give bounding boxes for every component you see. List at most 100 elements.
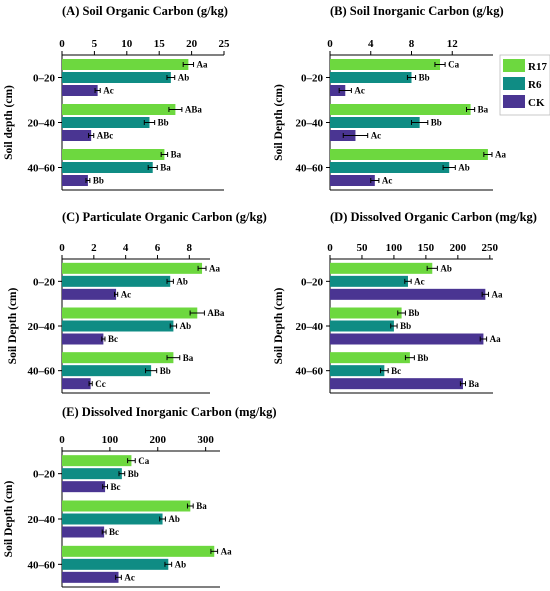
significance-label: Bb [419,73,430,83]
panel-d-category-label: 0–20 [301,276,324,288]
bar-c-r17-1 [62,262,203,274]
bar-a-r17-1 [62,59,189,70]
panel-a-xtick-label: 20 [186,38,198,50]
bar-e-r17-2 [62,500,191,512]
bar-d-r6-2 [330,320,394,332]
panel-c-y-axis-label: Soil Depth (cm) [7,288,19,365]
panel-c-title: (C) Particulate Organic Carbon (g/kg) [62,210,267,224]
bar-b-r17-3 [330,149,488,160]
bar-b-r6-1 [330,72,412,83]
significance-label: Aa [490,334,501,344]
significance-label: ABc [97,131,114,141]
significance-label: Ca [448,60,459,70]
significance-label: Aa [495,150,506,160]
panel-d-category-label: 20–40 [296,321,324,333]
significance-label: Ba [478,105,489,115]
legend-label-r17: R17 [528,61,547,73]
bar-d-ck-1 [330,288,486,300]
significance-label: Ab [168,514,180,524]
significance-label: Ab [440,264,452,274]
bar-e-ck-1 [62,481,106,493]
bar-e-ck-3 [62,571,119,583]
panel-e-category-label: 0–20 [33,469,56,481]
significance-label: Ac [382,176,393,186]
panel-c-category-label: 40–60 [28,366,56,378]
bar-a-r6-2 [62,117,150,128]
panel-d-xtick-label: 150 [418,242,435,254]
bar-c-r6-1 [62,275,171,287]
panel-c-xtick-label: 0 [59,242,65,254]
panel-d-xtick-label: 50 [356,242,368,254]
panel-c-xtick-label: 8 [187,242,193,254]
significance-label: Ca [138,456,149,466]
panel-a-xtick-label: 5 [92,38,98,50]
significance-label: Aa [197,60,208,70]
panel-e-xtick-label: 100 [102,434,119,446]
panel-a-xtick-label: 25 [219,38,231,50]
panel-b-category-label: 40–60 [296,163,324,175]
significance-label: Ac [354,86,365,96]
bar-e-r17-1 [62,455,132,467]
significance-label: ABa [185,105,203,115]
significance-label: Ac [371,131,382,141]
panel-d-xtick-label: 100 [386,242,403,254]
legend-label-ck: CK [528,97,545,109]
bar-c-ck-1 [62,288,117,300]
significance-label: Ac [414,277,425,287]
significance-label: Bb [408,308,419,318]
bar-d-ck-2 [330,333,484,345]
significance-label: Cc [95,379,106,389]
significance-label: Bb [431,118,442,128]
panel-e-xtick-label: 200 [150,434,167,446]
panel-d-xtick-label: 250 [482,242,499,254]
bar-c-r17-2 [62,307,198,319]
panel-a-xtick-label: 0 [59,38,65,50]
significance-label: Aa [492,290,503,300]
bar-c-ck-2 [62,333,104,345]
bar-c-ck-3 [62,378,91,390]
panel-c-xtick-label: 6 [155,242,161,254]
bar-c-r6-3 [62,365,152,377]
legend-swatch-r6 [503,77,525,90]
panel-e-title: (E) Dissolved Inorganic Carbon (mg/kg) [62,405,277,419]
panel-e-category-label: 40–60 [28,559,56,571]
panel-a-xtick-label: 10 [121,38,133,50]
significance-label: Ba [469,379,480,389]
panel-b-xtick-label: 4 [368,38,374,50]
panel-e-xtick-label: 0 [59,434,65,446]
significance-label: Bb [400,321,411,331]
panel-b-category-label: 0–20 [301,73,324,85]
bar-b-r6-3 [330,162,450,173]
bar-b-r17-2 [330,104,471,115]
bar-b-ck-3 [330,175,375,186]
bar-d-r17-3 [330,352,410,364]
significance-label: Ba [160,163,171,173]
bar-c-r17-3 [62,352,174,364]
bar-e-r6-1 [62,468,122,480]
panel-b-xtick-label: 0 [327,38,333,50]
panel-c-category-label: 0–20 [33,276,56,288]
significance-label: Ac [121,290,131,300]
bar-e-r6-3 [62,558,169,570]
bar-a-ck-1 [62,85,98,96]
bar-d-r17-2 [330,307,402,319]
significance-label: Bb [128,469,139,479]
panel-e-category-label: 20–40 [28,514,56,526]
significance-label: Bc [110,482,120,492]
panel-a-category-label: 0–20 [33,73,56,85]
bar-d-r17-1 [330,262,433,274]
bar-d-ck-3 [330,378,463,390]
bar-a-r17-3 [62,149,165,160]
bar-d-r6-1 [330,275,408,287]
significance-label: Ac [124,573,134,583]
bar-d-r6-3 [330,365,385,377]
significance-label: Ac [103,86,114,96]
panel-e-xtick-label: 300 [197,434,214,446]
panel-a-category-label: 20–40 [28,118,56,130]
bar-b-ck-2 [330,130,356,141]
panel-b-y-axis-label: Soil Depth (cm) [273,84,285,161]
panel-d-category-label: 40–60 [296,366,324,378]
panel-a-y-axis-label: Soil depth (cm) [3,85,15,160]
significance-label: Bb [160,366,171,376]
